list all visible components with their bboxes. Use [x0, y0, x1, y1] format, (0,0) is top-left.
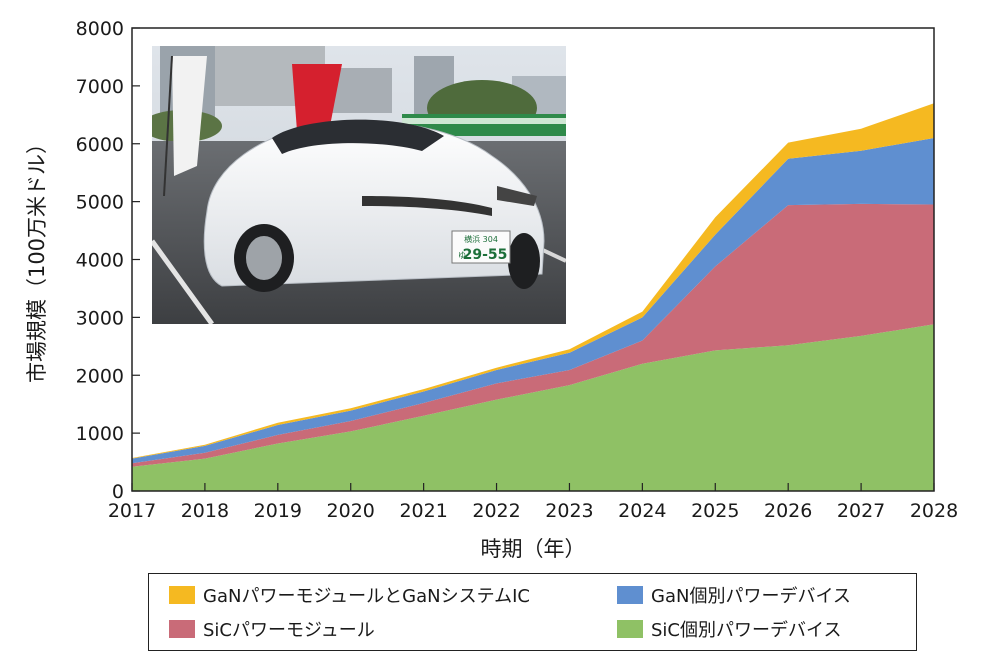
- x-tick-labels: 2017 2018 2019 2020 2021 2022 2023 2024 2025 2026…: [108, 500, 958, 522]
- x-tick-label: 2024: [618, 500, 666, 522]
- area-series-2: [132, 138, 934, 464]
- legend: GaNパワーモジュールとGaNシステムIC GaN個別パワーデバイス SiCパワ…: [148, 573, 917, 651]
- y-tick-label: 6000: [76, 134, 124, 156]
- x-tick-label: 2017: [108, 500, 156, 522]
- legend-swatch: [169, 620, 195, 638]
- legend-swatch: [617, 586, 643, 604]
- y-tick-label: 8000: [76, 18, 124, 40]
- legend-item-sic-discrete: SiC個別パワーデバイス: [617, 616, 841, 642]
- x-axis-title: 時期（年）: [481, 537, 586, 561]
- legend-swatch: [169, 586, 195, 604]
- x-tick-label: 2018: [181, 500, 229, 522]
- y-tick-label: 4000: [76, 250, 124, 272]
- x-tick-label: 2023: [545, 500, 593, 522]
- y-tick-label: 3000: [76, 307, 124, 329]
- plate-top-text: 横浜 304: [464, 234, 498, 244]
- x-tick-label: 2026: [764, 500, 812, 522]
- x-tick-label: 2019: [254, 500, 302, 522]
- x-tick-label: 2027: [837, 500, 885, 522]
- car-photo: 横浜 304 29-55 ゆ: [152, 46, 566, 324]
- legend-label: SiCパワーモジュール: [203, 620, 375, 641]
- area-series-3: [132, 103, 934, 459]
- legend-label: GaNパワーモジュールとGaNシステムIC: [203, 586, 530, 607]
- legend-label: SiC個別パワーデバイス: [651, 620, 842, 641]
- flag-left: [172, 56, 207, 176]
- y-tick-label: 5000: [76, 192, 124, 214]
- y-tick-labels: 0 1000 2000 3000 4000 5000 6000 7000 8000: [76, 18, 124, 503]
- x-tick-label: 2020: [327, 500, 375, 522]
- plate-kana-text: ゆ: [458, 251, 466, 260]
- x-tick-label: 2028: [910, 500, 958, 522]
- legend-item-gan-module: GaNパワーモジュールとGaNシステムIC: [169, 582, 530, 608]
- axes-group: [131, 27, 935, 492]
- y-tick-label: 1000: [76, 423, 124, 445]
- area-series-group: [132, 103, 934, 491]
- y-tick-label: 7000: [76, 76, 124, 98]
- y-axis-title: 市場規模（100万米ドル）: [25, 133, 49, 383]
- legend-item-gan-discrete: GaN個別パワーデバイス: [617, 582, 851, 608]
- legend-swatch: [617, 620, 643, 638]
- x-tick-label: 2022: [472, 500, 520, 522]
- y-tick-label: 2000: [76, 365, 124, 387]
- x-tick-label: 2021: [399, 500, 447, 522]
- legend-label: GaN個別パワーデバイス: [651, 586, 851, 607]
- legend-item-sic-module: SiCパワーモジュール: [169, 616, 375, 642]
- flag-right: [292, 64, 342, 131]
- area-series-1: [132, 203, 934, 467]
- area-series-0: [132, 324, 934, 491]
- plate-number-text: 29-55: [463, 247, 508, 263]
- x-tick-label: 2025: [691, 500, 739, 522]
- y-tick-label: 0: [112, 481, 124, 503]
